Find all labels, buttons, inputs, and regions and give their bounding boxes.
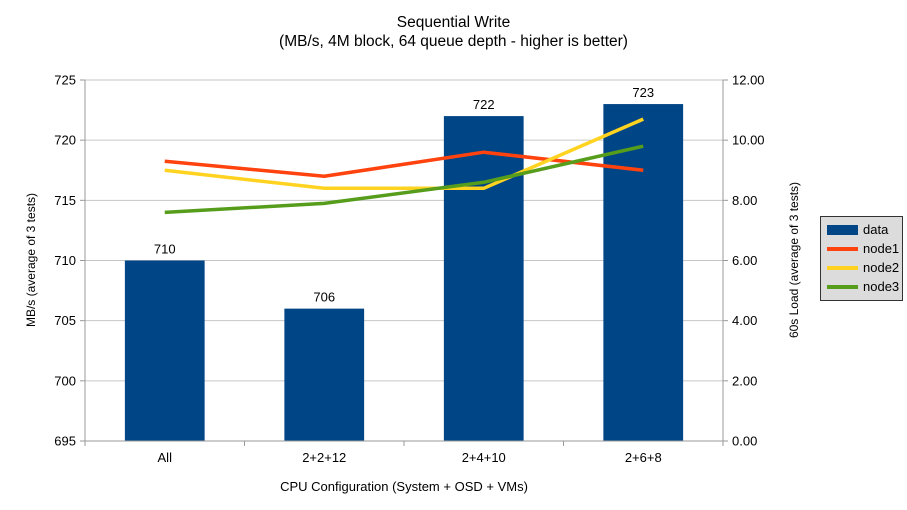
right-axis-tick-label: 4.00 (732, 313, 757, 328)
left-axis-tick-label: 705 (54, 313, 76, 328)
left-axis-title: MB/s (average of 3 tests) (24, 192, 38, 328)
line-series-node2 (164, 117, 644, 191)
legend-swatch-data (827, 224, 858, 235)
bar-All (124, 260, 205, 441)
left-axis-tick-label: 710 (54, 253, 76, 268)
legend-swatch-node2 (827, 265, 858, 270)
line-series-node1 (164, 150, 644, 179)
right-axis-tick-label: 0.00 (732, 434, 757, 449)
right-axis-tick-label: 2.00 (732, 373, 757, 388)
legend-item-node2: node2 (827, 258, 900, 277)
left-axis-tick-label: 700 (54, 373, 76, 388)
bar-value-label: 706 (313, 290, 335, 305)
left-axis-tick-label: 725 (54, 73, 76, 88)
bar-2+2+12 (284, 308, 365, 441)
x-axis-category-label: 2+2+12 (302, 450, 346, 465)
right-axis-title: 60s Load (average of 3 tests) (787, 181, 801, 339)
x-axis-title: CPU Configuration (System + OSD + VMs) (280, 479, 528, 494)
legend-item-node1: node1 (827, 239, 900, 258)
legend-label-node3: node3 (863, 279, 900, 294)
right-axis-tick-label: 10.00 (732, 133, 765, 148)
right-axis-tick-label: 12.00 (732, 73, 765, 88)
chart-subtitle: (MB/s, 4M block, 64 queue depth - higher… (279, 33, 628, 50)
bar-value-label: 723 (632, 85, 654, 100)
chart-title: Sequential Write (396, 14, 511, 31)
left-axis-tick-label: 715 (54, 193, 76, 208)
legend: data node1 node2 node3 (820, 216, 903, 301)
legend-item-data: data (827, 220, 900, 239)
left-axis-tick-label: 720 (54, 133, 76, 148)
left-axis-tick-label: 695 (54, 434, 76, 449)
legend-label-node2: node2 (863, 260, 900, 275)
bar-value-label: 710 (154, 242, 176, 257)
right-axis-tick-label: 6.00 (732, 253, 757, 268)
x-axis-category-label: 2+4+10 (462, 450, 506, 465)
line-series-node3 (164, 144, 644, 215)
right-axis-tick-label: 8.00 (732, 193, 757, 208)
legend-swatch-node1 (827, 246, 858, 251)
bar-value-label: 722 (473, 97, 495, 112)
legend-item-node3: node3 (827, 277, 900, 296)
x-axis-category-label: All (158, 450, 173, 465)
legend-swatch-node3 (827, 284, 858, 289)
x-axis-category-label: 2+6+8 (625, 450, 662, 465)
legend-label-data: data (863, 222, 889, 237)
legend-label-node1: node1 (863, 241, 900, 256)
bar-2+6+8 (603, 104, 684, 442)
bar-2+4+10 (443, 116, 524, 441)
